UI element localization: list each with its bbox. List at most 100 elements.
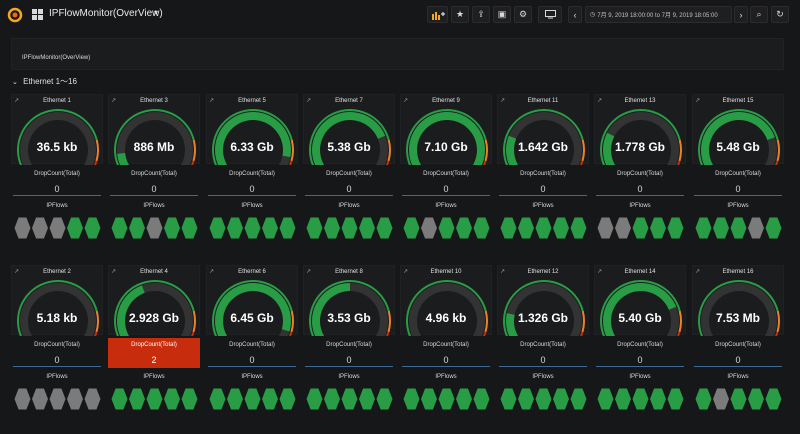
dropcount-stat[interactable]: DropCount(Total) 0 [11, 338, 103, 368]
gauge-panel[interactable]: ↗ Ethernet 12 1.326 Gb [497, 265, 589, 336]
ipflows-panel[interactable]: IPFlows [206, 199, 298, 249]
gauge-panel[interactable]: ↗ Ethernet 4 2.928 Gb [108, 265, 200, 336]
ipflows-panel[interactable]: IPFlows [108, 199, 200, 249]
flow-hexagon [499, 387, 518, 411]
time-range-picker[interactable]: ◷ 7月 9, 2019 18:00:00 to 7月 9, 2019 18:0… [585, 6, 732, 23]
dropcount-title: DropCount(Total) [229, 171, 275, 177]
gauge-panel[interactable]: ↗ Ethernet 1 36.5 kb [11, 94, 103, 165]
gauge-panel[interactable]: ↗ Ethernet 15 5.48 Gb [692, 94, 784, 165]
add-panel-button[interactable] [427, 6, 448, 23]
row-title[interactable]: ⌄ Ethernet 1〜16 [12, 76, 77, 87]
dropcount-sparkline [305, 366, 393, 367]
ipflows-panel[interactable]: IPFlows [497, 370, 589, 420]
save-button[interactable]: ▣ [493, 6, 511, 23]
panel-link-icon[interactable]: ↗ [695, 98, 701, 104]
refresh-button[interactable]: ↻ [771, 6, 789, 23]
ipflows-panel[interactable]: IPFlows [497, 199, 589, 249]
dropcount-stat[interactable]: DropCount(Total) 0 [692, 338, 784, 368]
dropcount-stat[interactable]: DropCount(Total) 0 [400, 338, 492, 368]
share-button[interactable]: ⇪ [472, 6, 490, 23]
panel-link-icon[interactable]: ↗ [597, 269, 603, 275]
panel-link-icon[interactable]: ↗ [209, 98, 215, 104]
gauge-chart [697, 109, 780, 165]
gauge-track [20, 112, 96, 165]
ipflows-panel[interactable]: IPFlows [594, 199, 686, 249]
panel-link-icon[interactable]: ↗ [111, 269, 117, 275]
dropcount-stat[interactable]: DropCount(Total) 2 [108, 338, 200, 368]
threshold-alert-arc [93, 331, 98, 336]
gauge-panel[interactable]: ↗ Ethernet 3 886 Mb [108, 94, 200, 165]
dropcount-stat[interactable]: DropCount(Total) 0 [11, 167, 103, 197]
gauge-panel[interactable]: ↗ Ethernet 6 6.45 Gb [206, 265, 298, 336]
tv-mode-button[interactable] [538, 6, 562, 23]
ipflows-panel[interactable]: IPFlows [206, 370, 298, 420]
panel-link-icon[interactable]: ↗ [500, 98, 506, 104]
gauge-panel[interactable]: ↗ Ethernet 14 5.40 Gb [594, 265, 686, 336]
gauge-panel[interactable]: ↗ Ethernet 2 5.18 kb [11, 265, 103, 336]
dropcount-stat[interactable]: DropCount(Total) 0 [206, 338, 298, 368]
dropcount-stat[interactable]: DropCount(Total) 0 [497, 338, 589, 368]
flow-hexagon [516, 216, 536, 240]
ipflows-panel[interactable]: IPFlows [594, 370, 686, 420]
grafana-logo-icon[interactable] [7, 7, 23, 23]
dropcount-stat[interactable]: DropCount(Total) 0 [692, 167, 784, 197]
dropcount-stat[interactable]: DropCount(Total) 0 [108, 167, 200, 197]
ipflows-hexmap [110, 216, 199, 240]
dropcount-stat[interactable]: DropCount(Total) 0 [303, 167, 395, 197]
ipflows-panel[interactable]: IPFlows [692, 199, 784, 249]
dashboard-title[interactable]: IPFlowMonitor(OverView) [49, 8, 163, 19]
panel-link-icon[interactable]: ↗ [14, 98, 20, 104]
dropcount-sparkline [208, 195, 296, 196]
gauge-panel[interactable]: ↗ Ethernet 11 1.642 Gb [497, 94, 589, 165]
dropcount-stat[interactable]: DropCount(Total) 0 [594, 167, 686, 197]
flow-hexagon [596, 387, 615, 411]
gauge-panel[interactable]: ↗ Ethernet 7 5.38 Gb [303, 94, 395, 165]
panel-link-icon[interactable]: ↗ [500, 269, 506, 275]
gauge-panel-title: Ethernet 3 [140, 98, 168, 104]
threshold-alert-arc [676, 160, 681, 165]
flow-hexagon [666, 387, 685, 411]
gauge-panel[interactable]: ↗ Ethernet 10 4.96 kb [400, 265, 492, 336]
time-forward-button[interactable]: › [734, 6, 748, 23]
ipflows-panel[interactable]: IPFlows [400, 199, 492, 249]
panel-link-icon[interactable]: ↗ [306, 269, 312, 275]
gauge-panel[interactable]: ↗ Ethernet 5 6.33 Gb [206, 94, 298, 165]
panel-link-icon[interactable]: ↗ [306, 98, 312, 104]
dropcount-stat[interactable]: DropCount(Total) 0 [206, 167, 298, 197]
gauge-panel[interactable]: ↗ Ethernet 9 7.10 Gb [400, 94, 492, 165]
ipflows-panel[interactable]: IPFlows [11, 370, 103, 420]
ipflows-panel[interactable]: IPFlows [303, 199, 395, 249]
ipflows-panel[interactable]: IPFlows [11, 199, 103, 249]
flow-hexagon [534, 387, 553, 411]
ipflows-panel[interactable]: IPFlows [692, 370, 784, 420]
dropcount-sparkline [499, 195, 587, 196]
gauge-panel[interactable]: ↗ Ethernet 8 3.53 Gb [303, 265, 395, 336]
dropcount-title: DropCount(Total) [715, 342, 761, 348]
dropcount-stat[interactable]: DropCount(Total) 0 [400, 167, 492, 197]
zoom-out-button[interactable]: ⌕ [750, 6, 768, 23]
threshold-warn-arc [192, 310, 196, 333]
star-button[interactable]: ★ [451, 6, 469, 23]
ipflows-panel[interactable]: IPFlows [303, 370, 395, 420]
dropcount-stat[interactable]: DropCount(Total) 0 [594, 338, 686, 368]
ipflows-panel[interactable]: IPFlows [108, 370, 200, 420]
panel-link-icon[interactable]: ↗ [14, 269, 20, 275]
settings-button[interactable]: ⚙ [514, 6, 532, 23]
panel-link-icon[interactable]: ↗ [695, 269, 701, 275]
flow-hexagon [162, 216, 182, 240]
panel-link-icon[interactable]: ↗ [209, 269, 215, 275]
time-back-button[interactable]: ‹ [568, 6, 582, 23]
panel-link-icon[interactable]: ↗ [403, 98, 409, 104]
dashboard-grid-icon [32, 9, 43, 20]
dropcount-value: 0 [346, 355, 352, 365]
panel-link-icon[interactable]: ↗ [403, 269, 409, 275]
dropcount-stat[interactable]: DropCount(Total) 0 [303, 338, 395, 368]
panel-link-icon[interactable]: ↗ [111, 98, 117, 104]
panel-link-icon[interactable]: ↗ [597, 98, 603, 104]
ipflows-panel[interactable]: IPFlows [400, 370, 492, 420]
caret-down-icon[interactable]: ▾ [154, 8, 159, 17]
gauge-panel[interactable]: ↗ Ethernet 13 1.778 Gb [594, 94, 686, 165]
dropcount-stat[interactable]: DropCount(Total) 0 [497, 167, 589, 197]
refresh-icon: ↻ [776, 9, 784, 19]
gauge-panel[interactable]: ↗ Ethernet 16 7.53 Mb [692, 265, 784, 336]
